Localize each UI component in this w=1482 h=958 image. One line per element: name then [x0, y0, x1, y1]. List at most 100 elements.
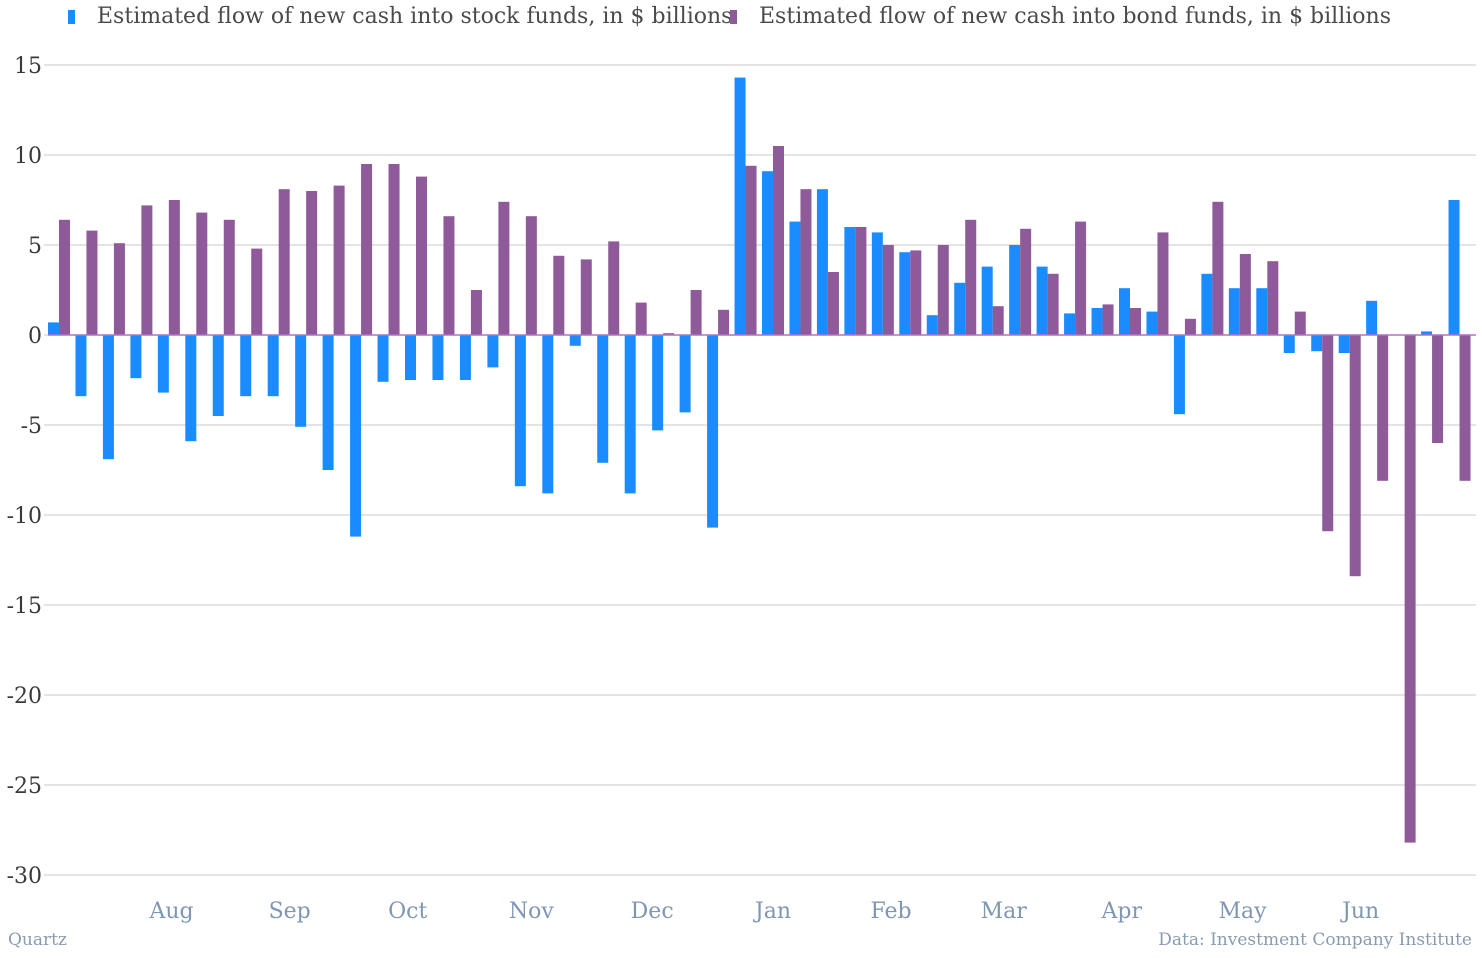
bar-stock — [322, 335, 334, 470]
bar-bond — [223, 219, 235, 335]
legend-item-bond: Estimated flow of new cash into bond fun… — [730, 4, 1391, 29]
bar-stock — [1009, 245, 1021, 335]
bar-stock — [1448, 200, 1460, 335]
bar-stock — [1201, 273, 1213, 335]
bar-bond — [443, 216, 455, 335]
bar-bond — [1459, 335, 1471, 481]
legend-swatch-stock — [68, 9, 75, 24]
bar-bond — [1322, 335, 1334, 532]
bar-bond — [278, 189, 290, 335]
bar-stock — [487, 335, 499, 368]
bar-stock — [597, 335, 609, 463]
bar-stock — [48, 322, 59, 335]
y-tick-label: -20 — [7, 684, 42, 709]
bar-bond — [1102, 304, 1114, 335]
bar-bond — [1432, 335, 1444, 443]
bar-stock — [212, 335, 224, 416]
bar-bond — [1130, 308, 1141, 335]
bar-stock — [157, 335, 169, 393]
y-tick-label: 0 — [28, 324, 42, 349]
bar-bond — [1157, 232, 1169, 335]
x-month-label: Sep — [269, 899, 311, 924]
bar-bond — [1239, 254, 1251, 335]
bar-stock — [734, 77, 746, 335]
bar-bond — [937, 245, 949, 335]
bar-stock — [1366, 300, 1378, 335]
bar-bond — [525, 216, 537, 335]
bar-stock — [1228, 288, 1240, 335]
bar-bond — [168, 200, 180, 335]
bar-bond — [690, 290, 702, 335]
bar-bond — [663, 333, 675, 335]
bar-stock — [350, 335, 362, 537]
bar-stock — [130, 335, 142, 379]
x-month-label: Oct — [388, 899, 427, 924]
y-tick-label: 5 — [28, 234, 42, 259]
bar-bond — [416, 176, 427, 335]
bar-bond — [306, 191, 318, 335]
x-month-label: Dec — [631, 899, 674, 924]
bar-bond — [827, 272, 839, 335]
x-month-label: Feb — [870, 899, 911, 924]
bar-stock — [267, 335, 279, 397]
bar-stock — [1338, 335, 1350, 353]
bar-stock — [295, 335, 307, 427]
bar-stock — [871, 232, 883, 335]
bar-stock — [185, 335, 197, 442]
bar-bond — [1294, 311, 1306, 335]
bar-bond — [800, 189, 812, 335]
bar-bond — [553, 255, 565, 335]
bar-stock — [1311, 335, 1323, 352]
x-month-label: Nov — [509, 899, 554, 924]
bar-stock — [240, 335, 252, 397]
bar-bond — [855, 227, 867, 335]
x-month-label: Aug — [149, 899, 194, 924]
bar-stock — [789, 221, 801, 335]
y-tick-label: -10 — [7, 504, 42, 529]
bar-stock — [844, 227, 856, 335]
bar-bond — [251, 248, 263, 335]
bar-bond — [1047, 273, 1059, 335]
bar-stock — [1173, 335, 1185, 415]
bar-stock — [377, 335, 389, 382]
chart-legend: Estimated flow of new cash into stock fu… — [0, 4, 1482, 36]
bar-stock — [652, 335, 664, 431]
source-credit: Quartz — [8, 930, 67, 950]
bar-bond — [1212, 201, 1224, 335]
bar-bond — [333, 185, 345, 335]
bar-stock — [1283, 335, 1295, 353]
bar-bond — [580, 259, 592, 335]
y-tick-label: -30 — [7, 864, 42, 889]
bar-stock — [1146, 311, 1158, 335]
bar-stock — [762, 171, 773, 335]
bar-stock — [899, 252, 911, 335]
y-tick-label: -5 — [21, 414, 42, 439]
bar-bond — [910, 250, 922, 335]
bar-stock — [1421, 331, 1433, 335]
bar-bond — [718, 309, 730, 335]
bar-stock — [1119, 288, 1130, 335]
y-tick-label: -15 — [7, 594, 42, 619]
bar-bond — [1267, 261, 1279, 335]
bar-stock — [624, 335, 636, 494]
bar-stock — [926, 315, 938, 335]
legend-label-stock: Estimated flow of new cash into stock fu… — [97, 4, 733, 29]
x-month-label: Jan — [753, 899, 791, 924]
bar-bond — [498, 201, 510, 335]
bar-stock — [1064, 313, 1076, 335]
x-month-label: Mar — [981, 899, 1028, 924]
legend-swatch-bond — [730, 9, 737, 24]
bar-stock — [432, 335, 444, 380]
bar-bond — [1184, 318, 1196, 335]
bar-bond — [965, 219, 977, 335]
bar-bond — [635, 302, 647, 335]
legend-label-bond: Estimated flow of new cash into bond fun… — [759, 4, 1391, 29]
bar-bond — [59, 219, 70, 335]
bar-bond — [882, 245, 894, 335]
bar-stock — [102, 335, 114, 460]
y-tick-label: 10 — [14, 144, 42, 169]
bar-bond — [470, 290, 482, 335]
bar-stock — [569, 335, 581, 346]
bar-bond — [113, 243, 125, 335]
